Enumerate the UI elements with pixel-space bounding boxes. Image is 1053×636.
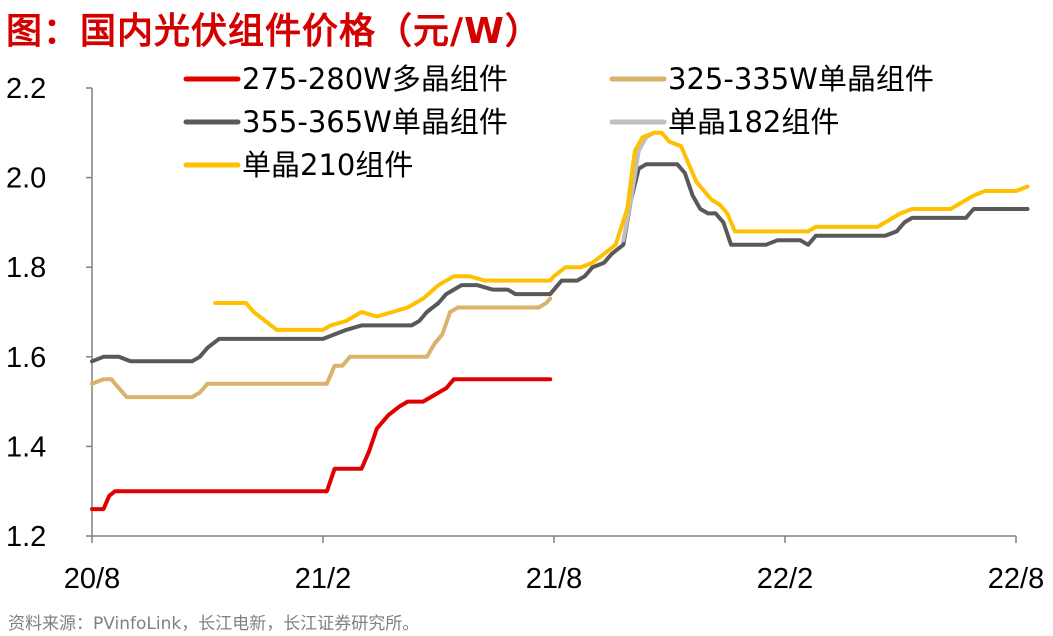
x-tick-label: 20/8 (64, 563, 120, 595)
series-line-2 (90, 296, 553, 400)
y-tick-label: 1.4 (6, 431, 46, 463)
series-line-1 (90, 377, 553, 512)
y-tick-label: 1.8 (6, 252, 46, 284)
price-line-chart: 1.2 1.4 1.6 1.8 2.0 2.2 20/8 21/2 21/8 22/2 22/8 2… (6, 62, 1044, 595)
legend: 275-280W多晶组件 325-335W单晶组件 355-365W单晶组件 单晶18… (183, 62, 934, 182)
series-line-4 (621, 130, 657, 243)
legend-label: 355-365W单晶组件 (242, 105, 508, 139)
source-note: 资料来源：PVinfoLink，长江电新，长江证券研究所。 (8, 614, 420, 634)
x-tick-label: 21/8 (526, 563, 582, 595)
x-tick-label: 21/2 (295, 563, 351, 595)
y-tick-label: 2.2 (6, 73, 46, 105)
tick-labels: 1.2 1.4 1.6 1.8 2.0 2.2 20/8 21/2 21/8 22/2 22/8 (6, 73, 1044, 595)
legend-label: 275-280W多晶组件 (242, 62, 508, 96)
y-tick-label: 1.2 (6, 521, 46, 553)
x-tick-label: 22/8 (988, 563, 1044, 595)
y-tick-label: 2.0 (6, 163, 46, 195)
y-tick-label: 1.6 (6, 342, 46, 374)
series-line-3 (90, 162, 1030, 364)
x-tick-label: 22/2 (757, 563, 813, 595)
legend-label: 单晶210组件 (242, 148, 413, 182)
legend-label: 325-335W单晶组件 (668, 62, 934, 96)
axes (86, 87, 1017, 543)
series-line-5 (213, 130, 1030, 332)
series-lines (90, 130, 1030, 512)
legend-label: 单晶182组件 (668, 105, 839, 139)
figure-title: 图：国内光伏组件价格（元/W） (6, 11, 542, 52)
